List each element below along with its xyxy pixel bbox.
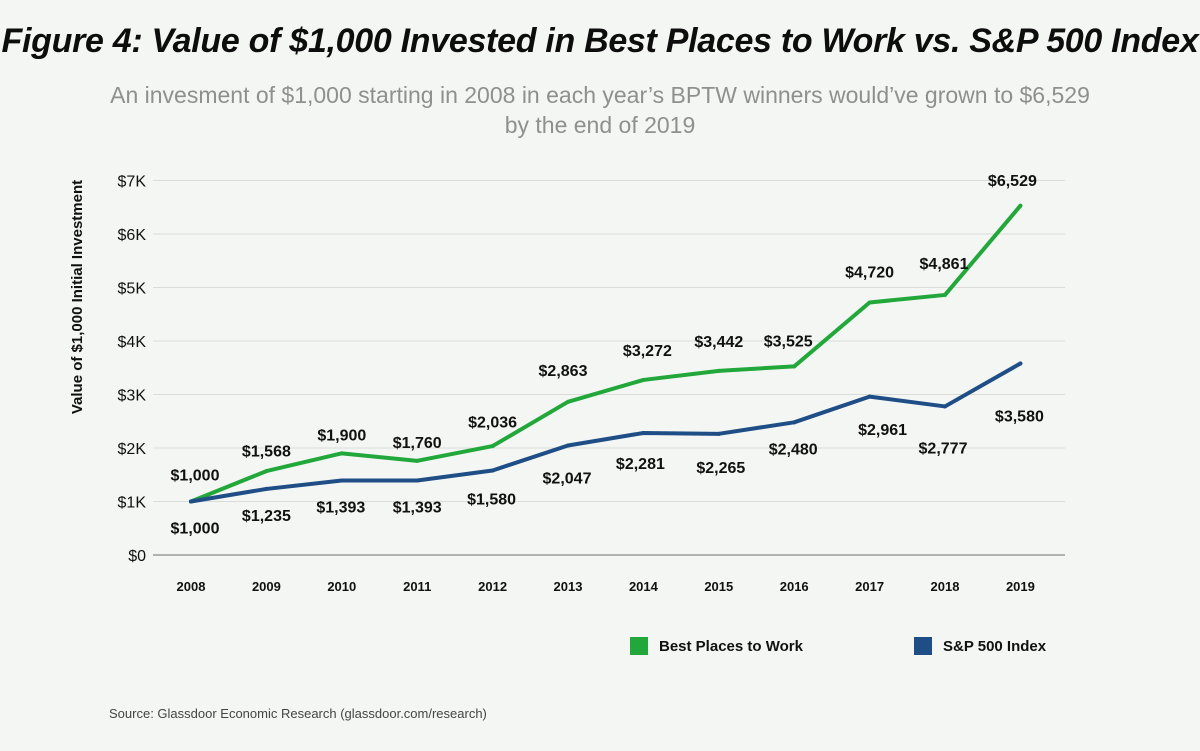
data-point-best-places [339,451,344,456]
data-point-sp500 [339,478,344,483]
data-point-sp500 [415,478,420,483]
blue-square-swatch-icon [914,637,932,655]
x-tick-label: 2012 [478,579,507,594]
data-label-sp500: $2,047 [543,471,592,488]
y-tick-label: $5K [118,281,147,298]
series-line-sp500 [189,361,1023,504]
data-point-best-places [415,458,420,463]
data-label-sp500: $1,393 [316,500,365,517]
x-tick-label: 2019 [1006,579,1035,594]
data-point-best-places [490,444,495,449]
data-point-best-places [867,300,872,305]
data-point-sp500 [189,499,193,504]
y-tick-label: $6K [118,227,147,244]
legend-item-sp500: S&P 500 Index [914,636,1046,656]
y-tick-label: $3K [118,388,147,405]
data-label-sp500: $2,777 [919,441,968,458]
data-label-sp500: $3,580 [995,409,1044,426]
data-point-sp500 [943,404,947,409]
data-label-sp500: $2,961 [858,422,907,439]
data-point-sp500 [264,486,269,491]
x-tick-label: 2016 [780,579,809,594]
x-tick-label: 2014 [629,579,659,594]
data-point-sp500 [641,430,646,435]
legend-item-best-places: Best Places to Work [630,636,803,656]
data-point-best-places [716,368,721,373]
data-label-best-places: $6,529 [988,173,1037,190]
data-label-best-places: $1,568 [242,443,291,460]
data-label-best-places: $3,525 [764,334,813,351]
y-tick-label: $0 [128,548,146,565]
data-label-best-places: $1,760 [393,435,442,452]
x-tick-label: 2008 [177,579,206,594]
data-point-sp500 [867,394,872,399]
data-point-sp500 [1018,361,1023,366]
data-point-sp500 [792,420,797,425]
green-square-swatch-icon [630,637,648,655]
x-tick-label: 2015 [704,579,733,594]
y-tick-label: $2K [118,441,147,458]
data-label-sp500: $1,000 [171,521,220,538]
y-tick-label: $1K [118,495,147,512]
data-point-best-places [264,469,269,474]
data-label-sp500: $1,393 [393,500,442,517]
data-label-sp500: $2,281 [616,456,665,473]
data-point-sp500 [716,431,721,436]
data-label-sp500: $1,235 [242,508,291,525]
data-label-best-places: $4,720 [845,265,894,282]
data-label-best-places: $4,861 [920,256,969,273]
legend-label-best-places: Best Places to Work [659,637,803,655]
data-point-best-places [943,292,947,297]
data-point-best-places [1018,203,1023,208]
series-line-best-places [189,203,1023,504]
data-label-best-places: $3,272 [623,343,672,360]
x-tick-label: 2013 [554,579,583,594]
data-label-sp500: $2,480 [769,442,818,459]
data-point-sp500 [490,468,495,473]
x-tick-label: 2017 [855,579,884,594]
data-label-best-places: $2,863 [539,363,588,380]
data-point-best-places [641,377,646,382]
y-tick-label: $7K [118,174,147,191]
data-label-best-places: $2,036 [468,414,517,431]
x-tick-label: 2011 [403,579,431,594]
data-point-best-places [566,399,570,404]
chart-subtitle: An invesment of $1,000 starting in 2008 … [110,82,1090,138]
source-note: Source: Glassdoor Economic Research (gla… [109,706,487,721]
data-label-best-places: $1,900 [317,428,366,445]
data-point-sp500 [566,443,570,448]
chart-title: Figure 4: Value of $1,000 Invested in Be… [1,22,1199,60]
data-point-best-places [792,364,797,369]
y-tick-label: $4K [118,334,147,351]
data-label-sp500: $2,265 [696,460,745,477]
x-tick-label: 2018 [931,579,960,594]
x-tick-label: 2010 [327,579,356,594]
x-tick-label: 2009 [252,579,281,594]
legend-label-sp500: S&P 500 Index [943,637,1047,655]
data-label-best-places: $3,442 [694,334,743,351]
data-label-sp500: $1,580 [467,492,516,509]
data-label-best-places: $1,000 [171,468,220,485]
